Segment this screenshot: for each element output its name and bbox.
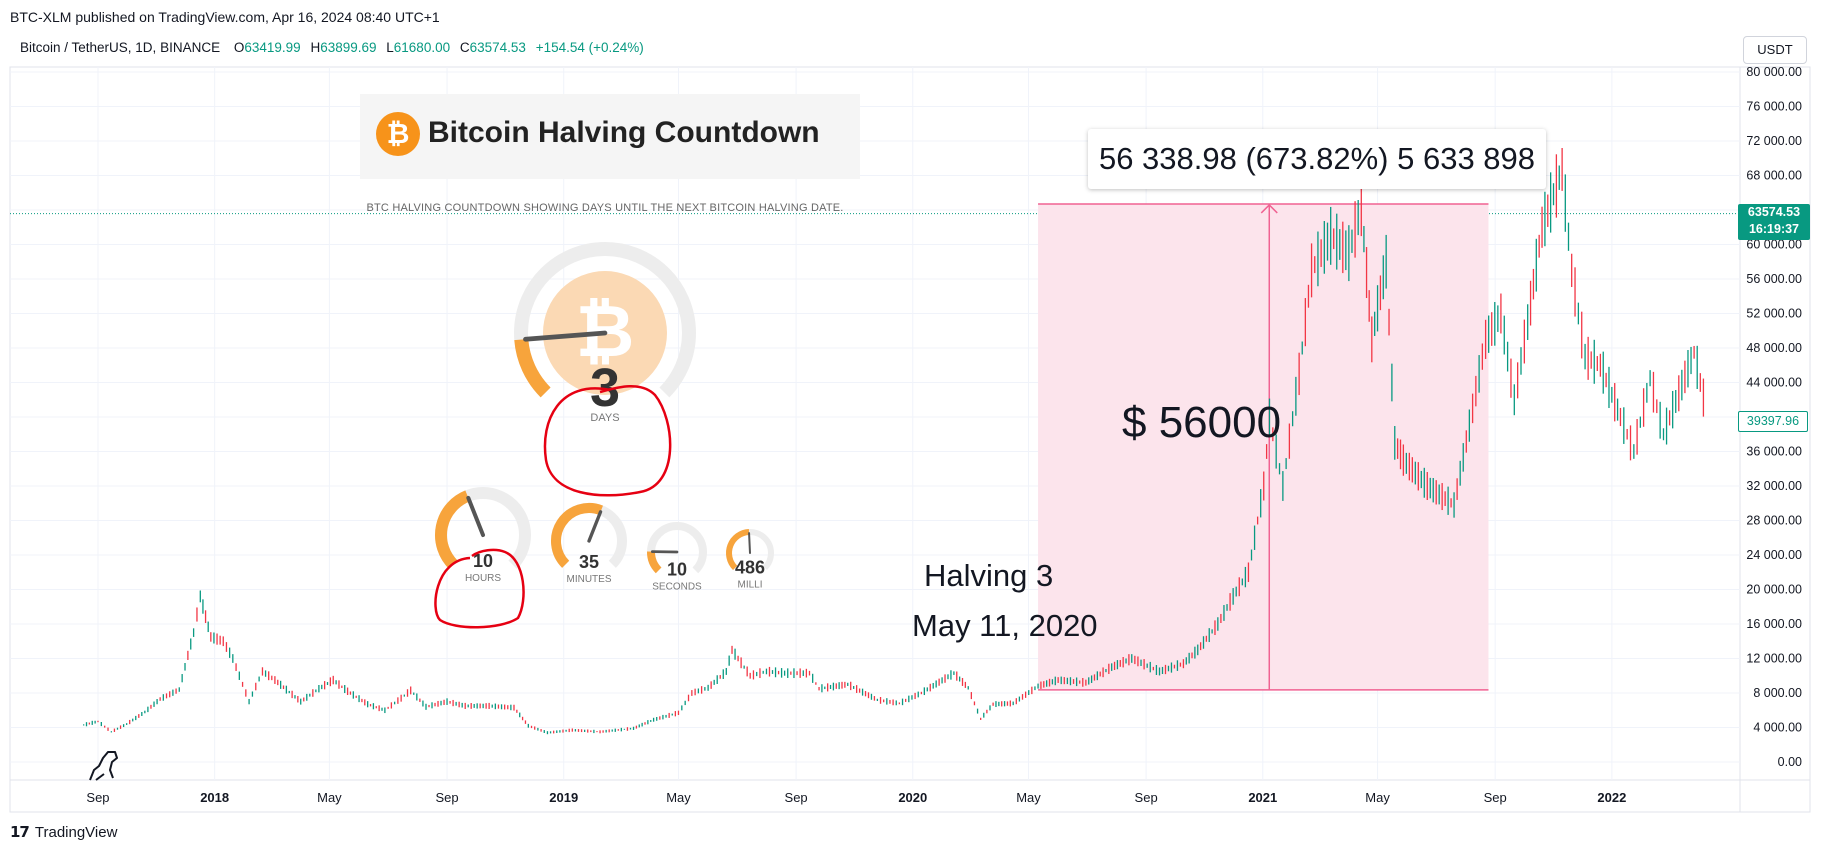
milli-gauge: 486 MILLI	[726, 529, 774, 591]
publish-caption: BTC-XLM published on TradingView.com, Ap…	[10, 9, 440, 25]
y-tick-label: 16 000.00	[1746, 617, 1802, 631]
y-tick-label: 48 000.00	[1746, 341, 1802, 355]
footer-brand[interactable]: TradingView	[34, 823, 118, 841]
x-tick-label: May	[317, 790, 342, 805]
close-value: 63574.53	[469, 40, 526, 55]
seconds-gauge-value: 10	[667, 559, 687, 579]
high-label: H	[310, 40, 321, 55]
gain-note: $ 56000	[1122, 398, 1282, 447]
days-gauge-needle	[523, 330, 608, 342]
seconds-gauge: 10 SECONDS	[647, 522, 707, 592]
y-tick-label: 24 000.00	[1746, 548, 1802, 562]
halving-widget-header: ₿ Bitcoin Halving Countdown	[360, 94, 860, 179]
x-tick-label: 2018	[200, 790, 229, 805]
last-price-value: 63574.53	[1747, 205, 1801, 219]
y-tick-label: 12 000.00	[1746, 652, 1802, 666]
x-tick-label: Sep	[1135, 790, 1158, 805]
price-series	[82, 148, 1705, 735]
minutes-gauge-needle	[587, 510, 603, 543]
minutes-gauge: 35 MINUTES	[551, 503, 627, 585]
x-tick-label: 2020	[898, 790, 927, 805]
hours-gauge: 10 HOURS	[435, 487, 531, 584]
footer: 𝟭𝟳 TradingView	[10, 823, 118, 842]
bitcoin-icon: ₿	[376, 112, 420, 156]
y-tick-label: 68 000.00	[1746, 169, 1802, 183]
y-tick-label: 4 000.00	[1753, 721, 1802, 735]
days-gauge-track	[514, 242, 696, 398]
y-tick-label: 0.00	[1778, 755, 1802, 769]
price-range-fill	[1038, 203, 1489, 690]
milli-gauge-value: 486	[735, 558, 765, 578]
hours-gauge-value: 10	[473, 551, 493, 571]
highlight-circle-hours	[434, 548, 525, 629]
y-tick-label: 80 000.00	[1746, 65, 1802, 79]
cursor-price-tag: 39397.96	[1738, 411, 1808, 432]
open-label: O	[233, 40, 245, 55]
x-tick-label: May	[1016, 790, 1041, 805]
tradingview-logo-icon: 𝟭𝟳	[10, 824, 30, 841]
open-value: 63419.99	[244, 40, 301, 55]
price-range-arrowhead	[1260, 203, 1278, 214]
y-tick-label: 76 000.00	[1746, 100, 1802, 114]
y-tick-label: 8 000.00	[1753, 686, 1802, 700]
y-tick-label: 44 000.00	[1746, 376, 1802, 390]
measure-label: 56 338.98 (673.82%) 5 633 898	[1088, 129, 1546, 189]
y-tick-label: 72 000.00	[1746, 134, 1802, 148]
price-range-measure	[1038, 203, 1489, 691]
minutes-gauge-label: MINUTES	[567, 574, 612, 585]
seconds-gauge-label: SECONDS	[652, 581, 702, 592]
low-label: L	[386, 40, 394, 55]
widget-title: Bitcoin Halving Countdown	[428, 116, 820, 149]
widget-subtitle: BTC HALVING COUNTDOWN SHOWING DAYS UNTIL…	[366, 202, 844, 214]
y-tick-label: 52 000.00	[1746, 307, 1802, 321]
hours-gauge-needle	[466, 495, 485, 537]
high-value: 63899.69	[320, 40, 377, 55]
y-tick-label: 28 000.00	[1746, 514, 1802, 528]
milli-gauge-fill	[726, 529, 750, 570]
y-tick-label: 60 000.00	[1746, 238, 1802, 252]
minutes-gauge-value: 35	[579, 552, 599, 572]
milli-gauge-needle	[748, 532, 751, 554]
halving-date-note: May 11, 2020	[912, 608, 1098, 643]
milli-gauge-label: MILLI	[737, 580, 762, 591]
low-value: 61680.00	[393, 40, 451, 55]
x-tick-label: 2019	[549, 790, 578, 805]
y-tick-label: 36 000.00	[1746, 445, 1802, 459]
x-tick-label: 2022	[1597, 790, 1626, 805]
days-gauge-label: DAYS	[590, 412, 619, 424]
x-tick-label: Sep	[86, 790, 109, 805]
ohlc-legend: Bitcoin / TetherUS, 1D, BINANCE O63419.9…	[20, 40, 644, 55]
halving-note: Halving 3	[924, 558, 1054, 593]
symbol-label[interactable]: Bitcoin / TetherUS, 1D, BINANCE	[20, 40, 221, 55]
time-axis: Sep 2018 May Sep 2019 May Sep 2020 May Sep 2021 May…	[86, 790, 1626, 805]
hours-gauge-fill	[435, 490, 471, 569]
x-tick-label: May	[666, 790, 691, 805]
x-tick-label: 2021	[1248, 790, 1277, 805]
currency-button[interactable]: USDT	[1743, 36, 1807, 64]
x-tick-label: May	[1365, 790, 1390, 805]
last-price-tag: 63574.53 16:19:37	[1738, 204, 1810, 240]
x-tick-label: Sep	[785, 790, 808, 805]
y-tick-label: 56 000.00	[1746, 272, 1802, 286]
close-label: C	[459, 40, 470, 55]
y-tick-label: 20 000.00	[1746, 583, 1802, 597]
y-tick-label: 32 000.00	[1746, 479, 1802, 493]
dino-icon	[89, 751, 118, 781]
bar-countdown: 16:19:37	[1748, 222, 1800, 236]
dino-icon-path	[89, 751, 118, 781]
minutes-gauge-fill	[551, 503, 603, 568]
x-tick-label: Sep	[1484, 790, 1507, 805]
chart-frame	[9, 66, 1811, 813]
hours-gauge-label: HOURS	[465, 573, 501, 584]
highlight-circle-days	[543, 385, 672, 497]
days-gauge-fill	[514, 338, 551, 398]
x-tick-label: Sep	[435, 790, 458, 805]
change-value: +154.54 (+0.24%)	[535, 40, 644, 55]
seconds-gauge-fill	[647, 551, 662, 574]
